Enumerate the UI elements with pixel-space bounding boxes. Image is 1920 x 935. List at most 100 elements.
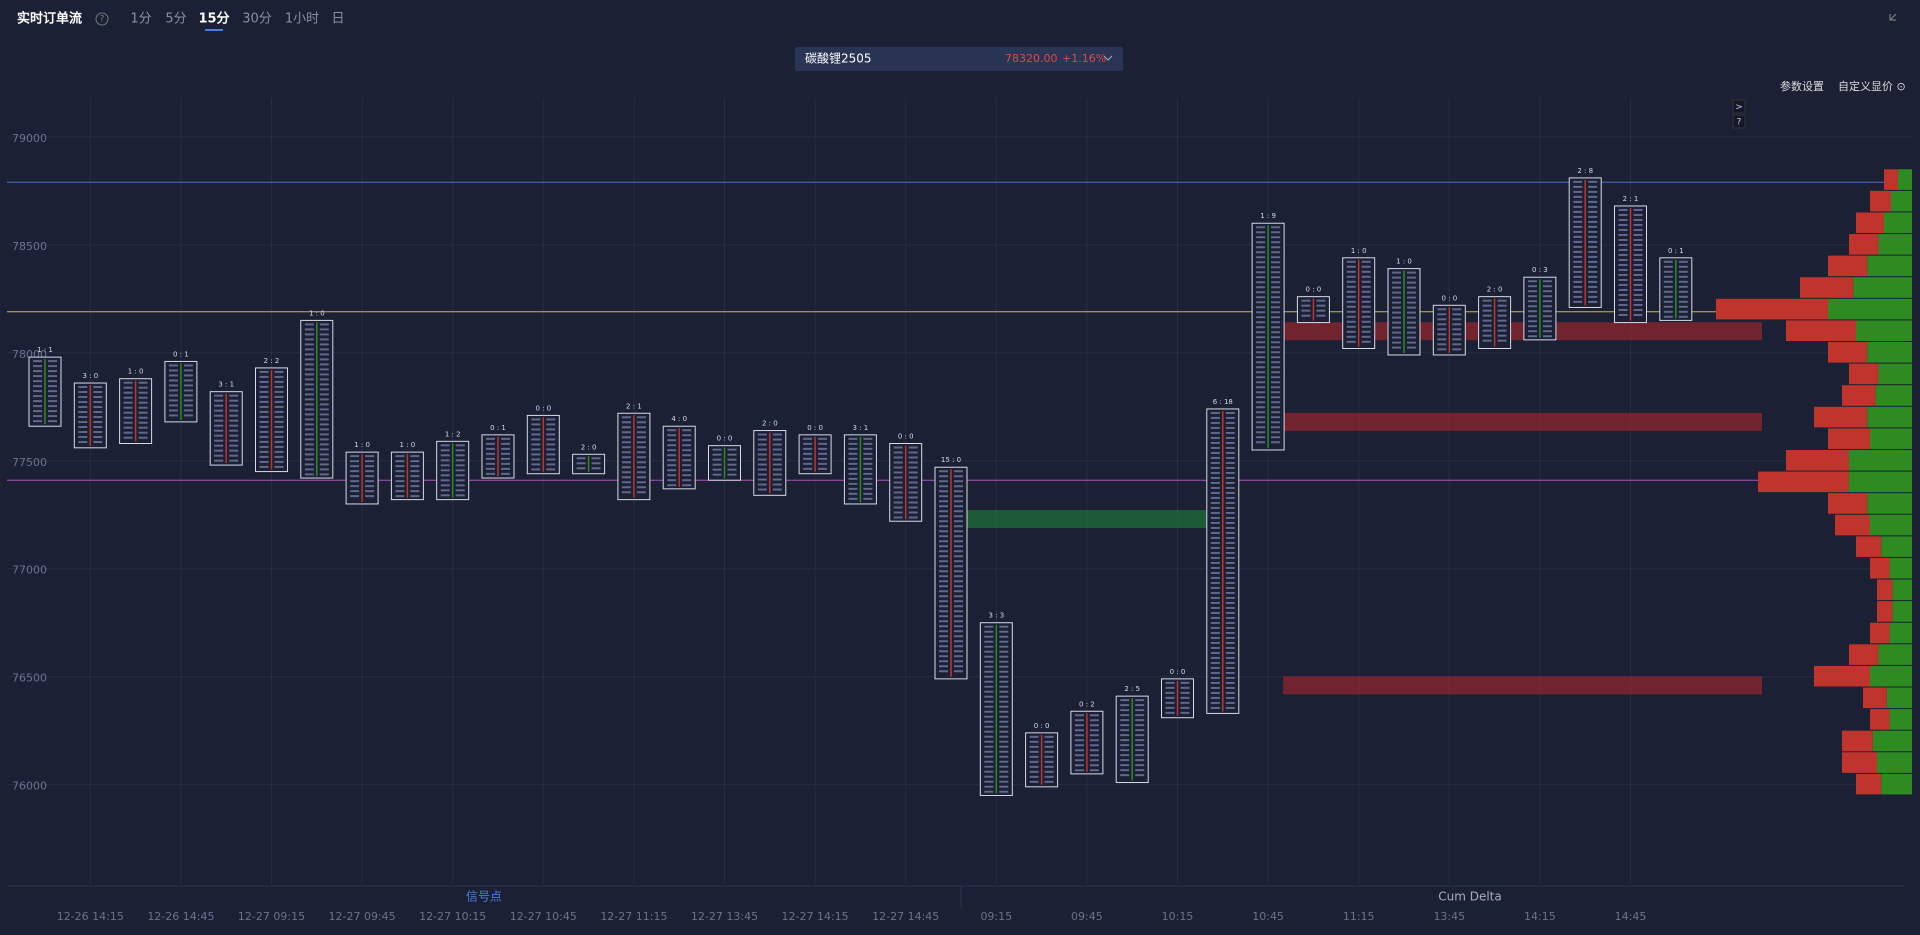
profile-sell — [1786, 320, 1856, 342]
profile-sell — [1849, 363, 1879, 385]
profile-buy — [1849, 449, 1912, 471]
profile-buy — [1872, 730, 1912, 752]
profile-buy — [1856, 320, 1912, 342]
settings[interactable]: 参数设置 — [1780, 79, 1824, 93]
zone — [1283, 412, 1762, 431]
profile-sell — [1863, 687, 1887, 709]
profile-sell — [1716, 298, 1828, 320]
plot: 7600076500770007750078000785007900012-26… — [7, 98, 1912, 923]
dropdown[interactable] — [1103, 55, 1113, 61]
side-button-text: ? — [1737, 118, 1742, 128]
tab[interactable]: 30分 — [242, 12, 272, 27]
panel-label[interactable]: 信号点 — [466, 890, 502, 904]
profile-buy — [1870, 514, 1912, 536]
footprint-header: 3 : 3 — [988, 612, 1004, 620]
x-tick-label: 12-27 10:45 — [510, 910, 577, 923]
x-tick-label: 12-27 10:15 — [419, 910, 486, 923]
x-tick-label: 12-27 14:15 — [782, 910, 849, 923]
footprint-header: 0 : 0 — [1034, 722, 1050, 730]
x-tick-label: 10:45 — [1252, 910, 1284, 923]
x-tick-label: 14:15 — [1524, 910, 1556, 923]
side-button[interactable] — [1732, 114, 1746, 129]
x-tick-label: 12-27 13:45 — [691, 910, 758, 923]
zone — [1283, 676, 1762, 695]
custom-price[interactable]: 自定义显价 ⊙ — [1838, 79, 1906, 93]
profile-sell — [1814, 406, 1868, 428]
tab[interactable]: 15分 — [198, 11, 229, 27]
x-tick-label: 10:15 — [1162, 910, 1194, 923]
symbol-box[interactable] — [795, 47, 1123, 71]
profile-sell — [1828, 493, 1868, 514]
profile-sell — [1870, 557, 1890, 579]
footprint-header: 1 : 9 — [1260, 212, 1276, 220]
footprint-header: 0 : 0 — [807, 424, 823, 432]
tab[interactable]: 日 — [331, 12, 344, 27]
profile-sell — [1870, 622, 1890, 644]
profile-sell — [1842, 752, 1877, 773]
collapse[interactable] — [1889, 13, 1897, 21]
footprint-header: 0 : 0 — [1441, 294, 1457, 302]
footprint-header: 0 : 2 — [1079, 700, 1095, 708]
change: +1.16% — [1062, 52, 1106, 65]
side-button[interactable] — [1732, 99, 1746, 114]
y-tick-label: 77000 — [12, 564, 47, 577]
footprint-header: 1 : 0 — [1396, 258, 1412, 266]
profile-sell — [1849, 644, 1879, 665]
profile-buy — [1881, 773, 1912, 795]
profile-sell — [1800, 277, 1854, 298]
profile-sell — [1856, 773, 1882, 795]
footprint-header: 2 : 5 — [1124, 685, 1140, 693]
footprint-header: 2 : 1 — [626, 402, 642, 410]
x-tick-label: 12-27 09:45 — [329, 910, 396, 923]
footprint-header: 0 : 1 — [490, 424, 506, 432]
x-tick-label: 12-26 14:15 — [57, 910, 124, 923]
y-tick-label: 79000 — [12, 132, 47, 145]
tabs: 1分 5分 15分 30分 1小时日 — [130, 11, 345, 31]
profile-buy — [1892, 601, 1912, 622]
footprint-header: 2 : 0 — [1487, 286, 1503, 294]
tab[interactable]: 1分 — [130, 12, 151, 27]
profile-sell — [1877, 601, 1893, 622]
footprint-header: 2 : 0 — [581, 443, 597, 451]
profile-buy — [1889, 557, 1912, 579]
footprint-header: 1 : 0 — [400, 441, 416, 449]
profile-buy — [1875, 385, 1912, 406]
footprint-header: 2 : 1 — [1623, 195, 1639, 203]
footprint-header: 4 : 0 — [671, 415, 687, 423]
x-tick-label: 09:45 — [1071, 910, 1103, 923]
profile-buy — [1878, 234, 1912, 255]
profile-buy — [1849, 471, 1912, 493]
footprint-header: 1 : 0 — [1351, 247, 1367, 255]
profile-buy — [1867, 493, 1912, 514]
profile-buy — [1870, 428, 1912, 449]
x-tick-label: 12-27 14:45 — [872, 910, 939, 923]
x-tick-label: 12-27 11:15 — [600, 910, 667, 923]
profile-buy — [1891, 190, 1912, 212]
profile-sell — [1842, 730, 1873, 752]
footprint-header: 1 : 2 — [445, 430, 461, 438]
footprint-header: 0 : 0 — [1306, 286, 1322, 294]
tab[interactable]: 5分 — [165, 12, 186, 27]
profile-buy — [1867, 342, 1912, 363]
footprint-header: 0 : 0 — [1170, 668, 1186, 676]
footprint-header: 0 : 3 — [1532, 266, 1548, 274]
profile-sell — [1835, 514, 1870, 536]
symbol: 碳酸锂2505 — [805, 51, 872, 66]
profile-sell — [1877, 579, 1893, 601]
y-tick-label: 78500 — [12, 240, 47, 253]
tab[interactable]: 1小时 — [285, 12, 319, 27]
profile-buy — [1898, 169, 1912, 190]
profile-buy — [1889, 709, 1912, 730]
x-tick-label: 09:15 — [980, 910, 1012, 923]
profile-sell — [1814, 665, 1870, 687]
profile-sell — [1786, 449, 1849, 471]
panel-label[interactable]: Cum Delta — [1438, 890, 1502, 904]
x-tick-label: 11:15 — [1343, 910, 1375, 923]
footprint-header: 1 : 0 — [354, 441, 370, 449]
help-icon[interactable] — [95, 12, 109, 26]
y-tick-label: 76500 — [12, 672, 47, 685]
profile-buy — [1886, 687, 1912, 709]
x-tick-label: 12-26 14:45 — [147, 910, 214, 923]
zone — [966, 510, 1233, 529]
